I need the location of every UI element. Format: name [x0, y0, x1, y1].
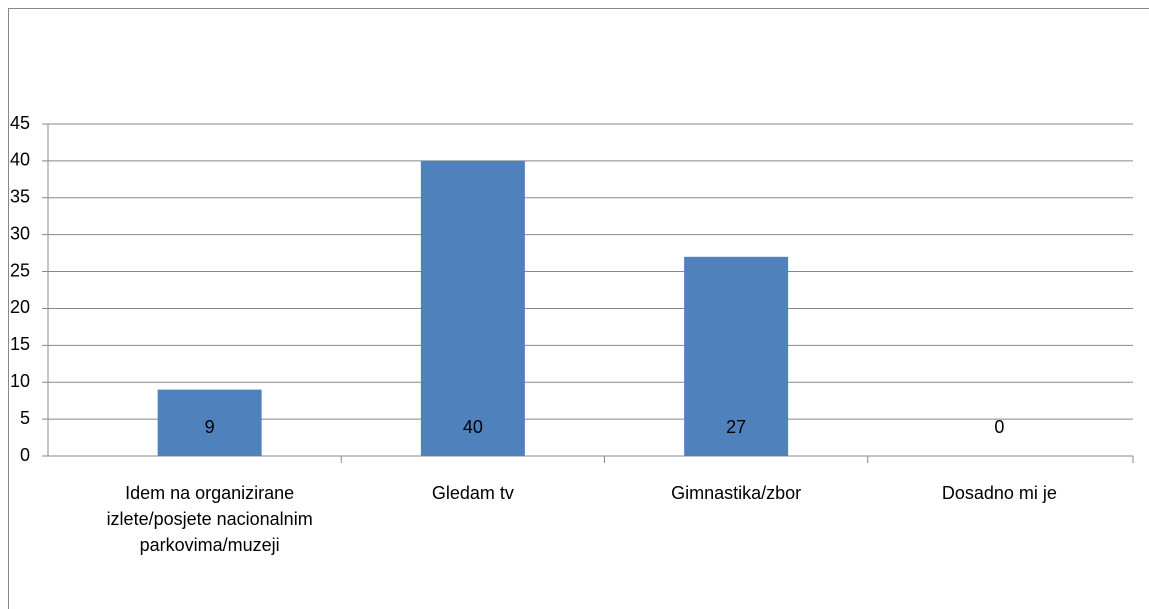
y-tick-label: 30	[10, 223, 30, 243]
y-tick-label: 5	[20, 408, 30, 428]
y-tick-label: 15	[10, 334, 30, 354]
y-tick-label: 20	[10, 297, 30, 317]
data-label: 0	[994, 417, 1004, 437]
y-tick-label: 35	[10, 187, 30, 207]
chart-border	[8, 8, 1149, 609]
y-tick-label: 0	[20, 445, 30, 465]
y-tick-label: 45	[10, 113, 30, 133]
data-label: 40	[463, 417, 483, 437]
y-tick-label: 25	[10, 260, 30, 280]
x-tick-label: Idem na organizirane izlete/posjete naci…	[106, 483, 313, 555]
x-tick-label: Dosadno mi je	[941, 483, 1057, 503]
data-label: 27	[726, 417, 746, 437]
y-tick-label: 40	[10, 150, 30, 170]
data-label: 9	[205, 417, 215, 437]
bar	[157, 389, 262, 456]
y-tick-label: 10	[10, 371, 30, 391]
x-tick-label: Gledam tv	[431, 483, 514, 503]
bar	[684, 256, 789, 456]
x-tick-label: Gimnastika/zbor	[671, 483, 802, 503]
bar	[420, 160, 525, 456]
